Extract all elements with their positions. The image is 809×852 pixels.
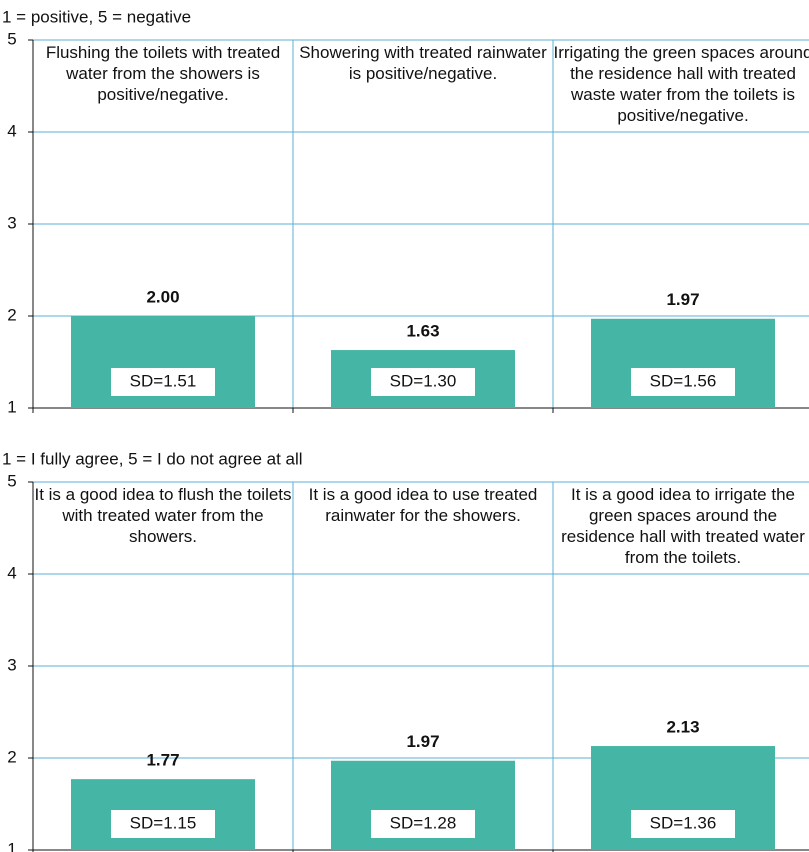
value-label: 1.77 (146, 751, 179, 770)
y-tick-label: 2 (7, 747, 16, 766)
category-label: It is a good idea to irrigate the green … (561, 485, 805, 567)
y-tick-label: 5 (7, 471, 16, 490)
value-label: 1.97 (406, 732, 439, 751)
category-label: Flushing the toilets with treated water … (45, 43, 281, 104)
sd-box (631, 368, 735, 396)
sd-label: SD=1.28 (390, 813, 457, 832)
y-tick-label: 2 (7, 305, 16, 324)
category-label: It is a good idea to flush the toilets w… (34, 485, 292, 546)
sd-box (371, 810, 475, 838)
y-tick-label: 3 (7, 655, 16, 674)
sd-label: SD=1.36 (650, 813, 717, 832)
y-tick-label: 1 (7, 397, 16, 416)
y-tick-label: 5 (7, 29, 16, 48)
value-label: 1.63 (406, 322, 439, 341)
y-tick-label: 4 (7, 563, 16, 582)
y-tick-label: 3 (7, 213, 16, 232)
sd-label: SD=1.30 (390, 371, 457, 390)
category-label: Irrigating the green spaces around the r… (553, 43, 809, 125)
category-label: Showering with treated rainwater is posi… (299, 43, 547, 83)
subtitle: 1 = I fully agree, 5 = I do not agree at… (2, 449, 303, 468)
sd-box (631, 810, 735, 838)
value-label: 1.97 (666, 290, 699, 309)
sd-label: SD=1.51 (130, 371, 197, 390)
sd-box (111, 810, 215, 838)
sd-box (111, 368, 215, 396)
sd-label: SD=1.56 (650, 371, 717, 390)
y-tick-label: 4 (7, 121, 16, 140)
value-label: 2.13 (666, 718, 699, 737)
value-label: 2.00 (146, 287, 179, 306)
sd-box (371, 368, 475, 396)
y-tick-label: 1 (7, 839, 16, 852)
category-label: It is a good idea to use treated rainwat… (308, 485, 538, 525)
subtitle: 1 = positive, 5 = negative (2, 7, 191, 26)
sd-label: SD=1.15 (130, 813, 197, 832)
